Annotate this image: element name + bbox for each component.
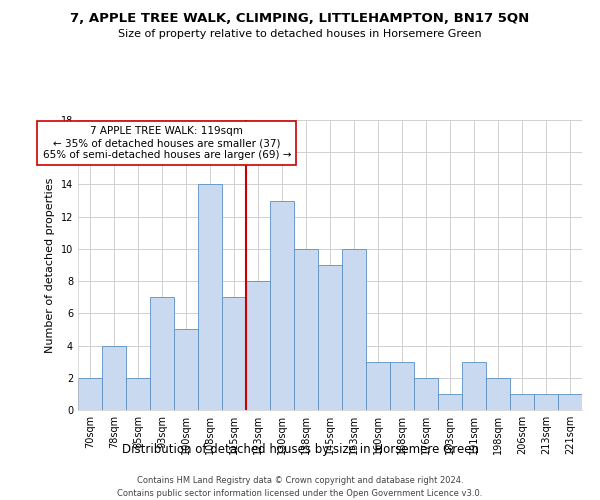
Bar [486,378,510,410]
Text: Contains HM Land Registry data © Crown copyright and database right 2024.: Contains HM Land Registry data © Crown c… [137,476,463,485]
Text: 7 APPLE TREE WALK: 119sqm
← 35% of detached houses are smaller (37)
65% of semi-: 7 APPLE TREE WALK: 119sqm ← 35% of detac… [43,126,291,160]
Bar [294,249,318,410]
Bar [558,394,582,410]
Bar [270,200,294,410]
Bar [126,378,150,410]
Text: 7, APPLE TREE WALK, CLIMPING, LITTLEHAMPTON, BN17 5QN: 7, APPLE TREE WALK, CLIMPING, LITTLEHAMP… [70,12,530,26]
Bar [342,249,366,410]
Bar [438,394,462,410]
Bar [102,346,126,410]
Text: Size of property relative to detached houses in Horsemere Green: Size of property relative to detached ho… [118,29,482,39]
Text: Distribution of detached houses by size in Horsemere Green: Distribution of detached houses by size … [121,442,479,456]
Bar [390,362,414,410]
Bar [366,362,390,410]
Bar [414,378,438,410]
Bar [246,281,270,410]
Bar [78,378,102,410]
Bar [510,394,534,410]
Bar [462,362,486,410]
Text: Contains public sector information licensed under the Open Government Licence v3: Contains public sector information licen… [118,489,482,498]
Bar [318,265,342,410]
Bar [222,297,246,410]
Y-axis label: Number of detached properties: Number of detached properties [45,178,55,352]
Bar [150,297,174,410]
Bar [198,184,222,410]
Bar [174,330,198,410]
Bar [534,394,558,410]
